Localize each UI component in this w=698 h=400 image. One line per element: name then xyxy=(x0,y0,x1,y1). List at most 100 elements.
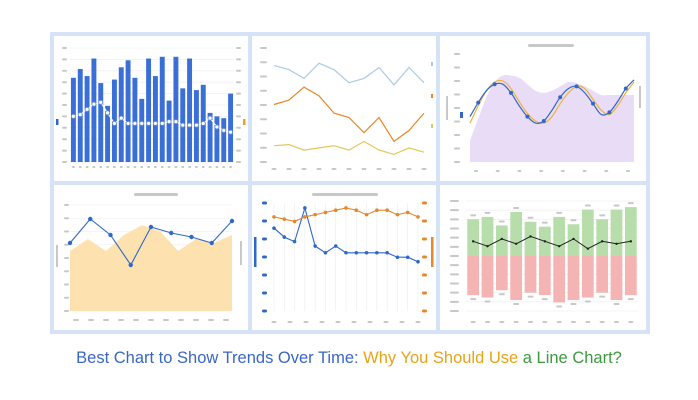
data-point xyxy=(159,121,165,126)
tick-label xyxy=(271,321,277,323)
panel-bar-line xyxy=(54,36,248,181)
tick-label xyxy=(454,93,460,96)
data-point xyxy=(194,122,199,128)
tick-label xyxy=(64,217,69,220)
bar xyxy=(84,76,90,162)
data-point xyxy=(166,119,172,125)
bar xyxy=(98,83,104,162)
tick-label xyxy=(260,132,267,135)
data-label xyxy=(470,214,477,217)
tick-label xyxy=(319,321,325,323)
tick-label xyxy=(286,168,292,170)
tick-label xyxy=(64,283,69,286)
tick-label xyxy=(367,321,373,323)
tick-label xyxy=(361,168,367,170)
tick-label xyxy=(133,319,139,321)
data-label xyxy=(498,293,505,296)
tick-label xyxy=(499,321,505,323)
tick-label xyxy=(454,134,460,136)
chart-curve-area xyxy=(446,44,641,172)
bar xyxy=(214,116,220,162)
data-label xyxy=(570,219,577,222)
tick-label xyxy=(450,310,459,312)
chart-area-line xyxy=(56,193,242,321)
tick-label xyxy=(223,319,229,321)
chart-grid xyxy=(50,32,650,334)
tick-label xyxy=(62,161,67,163)
data-label xyxy=(584,204,591,207)
tick-label xyxy=(450,227,459,230)
bar xyxy=(581,256,594,298)
tick-label xyxy=(571,321,576,323)
tick-label xyxy=(421,168,427,170)
area-fill xyxy=(470,75,634,162)
data-point xyxy=(187,122,192,128)
data-point xyxy=(148,224,154,230)
tick-label xyxy=(470,321,476,323)
data-point xyxy=(405,255,410,260)
tick-label xyxy=(71,166,75,168)
tick-label xyxy=(422,291,427,295)
tick-label xyxy=(422,201,427,205)
tick-label xyxy=(236,149,241,152)
tick-label xyxy=(422,237,427,241)
tick-label xyxy=(454,53,460,55)
tick-label xyxy=(236,92,241,95)
bar xyxy=(567,256,580,300)
data-point xyxy=(529,235,532,238)
data-label xyxy=(556,211,563,214)
axis-label-placeholder xyxy=(639,86,641,108)
chart-bar-line xyxy=(56,47,246,168)
tick-label xyxy=(450,209,459,212)
tick-label xyxy=(222,166,226,168)
data-point xyxy=(586,247,590,250)
bar xyxy=(596,256,609,293)
tick-label xyxy=(271,168,277,170)
tick-label xyxy=(181,166,185,168)
bar xyxy=(610,209,623,256)
bar xyxy=(146,58,152,162)
data-point xyxy=(200,121,206,126)
panel-diverging-bar xyxy=(440,185,646,330)
tick-label xyxy=(126,166,130,168)
tick-label xyxy=(542,321,548,323)
axis-label-placeholder xyxy=(431,237,434,267)
tick-label xyxy=(391,168,397,170)
data-point xyxy=(364,250,369,255)
tick-label xyxy=(260,47,267,49)
axis-label-placeholder xyxy=(254,237,257,267)
tick-label xyxy=(351,321,357,323)
caption-title: Best Chart to Show Trends Over Time: Why… xyxy=(0,349,698,368)
tick-label xyxy=(260,161,267,163)
tick-label xyxy=(454,80,460,82)
data-point xyxy=(98,99,104,105)
data-point xyxy=(471,240,475,243)
panel-area-line xyxy=(54,185,248,330)
legend-marker xyxy=(431,94,433,98)
bar xyxy=(221,118,227,162)
data-point xyxy=(125,121,131,126)
data-point xyxy=(615,242,618,245)
data-point xyxy=(272,215,276,219)
tick-label xyxy=(262,201,267,205)
bar xyxy=(70,77,76,162)
tick-label xyxy=(236,138,241,141)
tick-label xyxy=(450,273,459,276)
tick-label xyxy=(450,282,459,285)
tick-label xyxy=(88,319,94,321)
data-point xyxy=(514,242,518,245)
tick-label xyxy=(236,161,241,163)
bar xyxy=(152,76,158,162)
bar xyxy=(481,216,494,256)
tick-label xyxy=(556,321,562,323)
tick-label xyxy=(422,255,427,259)
data-label xyxy=(484,211,491,214)
data-point xyxy=(228,129,233,135)
tick-label xyxy=(78,166,82,168)
data-point xyxy=(385,250,389,255)
legend-marker xyxy=(56,119,59,125)
data-point xyxy=(344,250,348,255)
bar xyxy=(495,225,508,256)
panel-dual-axis-line xyxy=(252,185,436,330)
bar xyxy=(624,207,637,256)
